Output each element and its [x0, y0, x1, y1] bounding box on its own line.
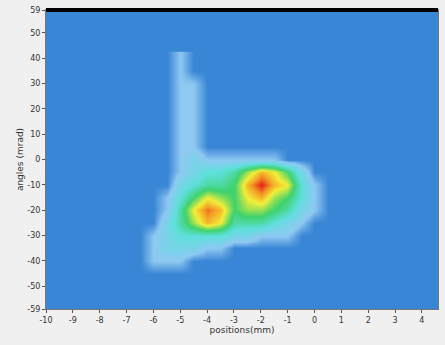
svg-text:-50: -50 [27, 282, 40, 291]
svg-text:-7: -7 [123, 316, 131, 325]
svg-text:-2: -2 [257, 316, 265, 325]
svg-text:0: 0 [312, 316, 317, 325]
svg-text:-9: -9 [69, 316, 77, 325]
svg-text:20: 20 [30, 105, 40, 114]
svg-text:40: 40 [30, 54, 40, 63]
svg-text:-8: -8 [96, 316, 104, 325]
svg-text:positions(mm): positions(mm) [210, 325, 275, 335]
svg-text:-3: -3 [230, 316, 238, 325]
svg-text:-1: -1 [284, 316, 292, 325]
svg-text:-40: -40 [27, 257, 40, 266]
svg-text:-20: -20 [27, 206, 40, 215]
svg-text:1: 1 [339, 316, 344, 325]
svg-text:angles (mrad): angles (mrad) [15, 128, 25, 191]
svg-text:50: 50 [30, 29, 40, 38]
svg-text:0: 0 [35, 155, 40, 164]
svg-text:30: 30 [30, 79, 40, 88]
svg-text:-4: -4 [203, 316, 211, 325]
svg-text:10: 10 [30, 130, 40, 139]
svg-text:-30: -30 [27, 231, 40, 240]
svg-text:-10: -10 [39, 316, 52, 325]
svg-text:-10: -10 [27, 181, 40, 190]
svg-text:3: 3 [392, 316, 397, 325]
svg-text:-59: -59 [27, 305, 40, 314]
svg-text:4: 4 [419, 316, 424, 325]
svg-text:59: 59 [30, 6, 40, 15]
svg-text:-5: -5 [176, 316, 184, 325]
svg-text:-6: -6 [149, 316, 157, 325]
svg-text:2: 2 [366, 316, 371, 325]
